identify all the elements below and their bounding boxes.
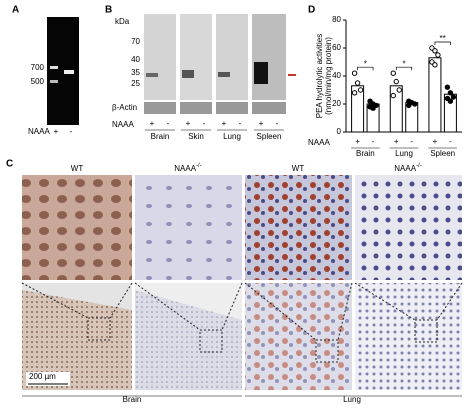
column-header: WT xyxy=(71,164,84,173)
point xyxy=(393,78,399,85)
unit: kDa xyxy=(115,17,130,26)
column-header: WT xyxy=(292,164,305,173)
group-label: Brain xyxy=(356,149,375,158)
y-axis-label: (nmol/min/mg protein) xyxy=(324,37,333,115)
row-label: NAAA xyxy=(112,120,134,129)
condition: + xyxy=(222,119,227,128)
group-label: Lung xyxy=(395,149,413,158)
marker: 70 xyxy=(131,37,140,46)
sig-bracket xyxy=(357,66,374,71)
sig-bracket xyxy=(434,41,451,45)
point xyxy=(390,92,396,99)
condition: - xyxy=(276,119,279,128)
band xyxy=(64,70,74,74)
point xyxy=(370,105,376,111)
tissue-label: Brain xyxy=(123,395,142,404)
row-label: NAAA xyxy=(308,138,330,147)
point xyxy=(432,48,438,54)
significance: * xyxy=(364,59,367,68)
y-tick-label: 0 xyxy=(337,127,342,136)
marker: 40 xyxy=(131,55,140,64)
header-sup: -/- xyxy=(196,163,202,169)
loading-label: β-Actin xyxy=(112,103,137,112)
point xyxy=(351,70,358,76)
bar xyxy=(428,57,442,133)
point xyxy=(444,84,451,90)
band xyxy=(50,80,58,83)
marker: 25 xyxy=(131,79,140,88)
blots xyxy=(144,14,296,114)
condition: - xyxy=(410,137,413,146)
y-tick-label: 20 xyxy=(332,99,341,108)
condition: + xyxy=(54,127,59,136)
header-text: WT xyxy=(71,164,84,173)
point xyxy=(390,70,396,76)
point xyxy=(450,94,457,100)
condition: + xyxy=(394,137,399,146)
tissue-label: Lung xyxy=(343,395,361,404)
point xyxy=(432,62,438,68)
point xyxy=(351,90,358,96)
condition: - xyxy=(167,119,170,128)
micrographs xyxy=(21,175,463,397)
condition: - xyxy=(70,127,73,136)
header-text: NAAA xyxy=(174,164,196,173)
panel-label: C xyxy=(6,159,13,170)
marker: 700 xyxy=(31,63,45,72)
scale-bar: 200 µm xyxy=(29,372,56,381)
condition: + xyxy=(186,119,191,128)
significance: ** xyxy=(440,34,446,43)
sig-bracket xyxy=(395,66,413,71)
header-text: WT xyxy=(292,164,305,173)
marker: 500 xyxy=(31,77,45,86)
condition: + xyxy=(355,137,360,146)
condition: + xyxy=(433,137,438,146)
column-header: NAAA-/- xyxy=(174,163,201,174)
tissue-label: Skin xyxy=(188,132,204,141)
point xyxy=(447,98,454,104)
point xyxy=(435,52,441,58)
panel-label: D xyxy=(308,5,315,16)
group-label: Spleen xyxy=(430,149,455,158)
bar xyxy=(351,85,365,133)
panel-label: B xyxy=(105,5,112,16)
y-axis-label: PEA hydrolytic activities xyxy=(315,34,324,118)
condition: + xyxy=(259,119,264,128)
condition: - xyxy=(203,119,206,128)
tissue-label: Spleen xyxy=(257,132,282,141)
tissue-label: Lung xyxy=(223,132,241,141)
band xyxy=(50,66,58,69)
point xyxy=(412,101,418,107)
condition: + xyxy=(150,119,155,128)
panel-label: A xyxy=(12,5,19,16)
point xyxy=(357,87,364,93)
header-sup: -/- xyxy=(416,163,422,169)
condition: - xyxy=(449,137,452,146)
marker: 35 xyxy=(131,68,140,77)
condition: - xyxy=(372,137,375,146)
bar xyxy=(389,85,403,133)
y-tick-label: 40 xyxy=(332,71,341,80)
point xyxy=(406,102,412,109)
column-header: NAAA-/- xyxy=(394,163,421,174)
condition: - xyxy=(239,119,242,128)
point xyxy=(447,90,454,96)
tissue-label: Brain xyxy=(151,132,170,141)
header-text: NAAA xyxy=(394,164,416,173)
point xyxy=(354,80,361,86)
point xyxy=(396,87,402,93)
y-tick-label: 60 xyxy=(332,43,341,52)
significance: * xyxy=(402,59,405,68)
y-tick-label: 80 xyxy=(332,15,341,24)
gel xyxy=(47,17,79,125)
row-label: NAAA xyxy=(28,127,50,136)
